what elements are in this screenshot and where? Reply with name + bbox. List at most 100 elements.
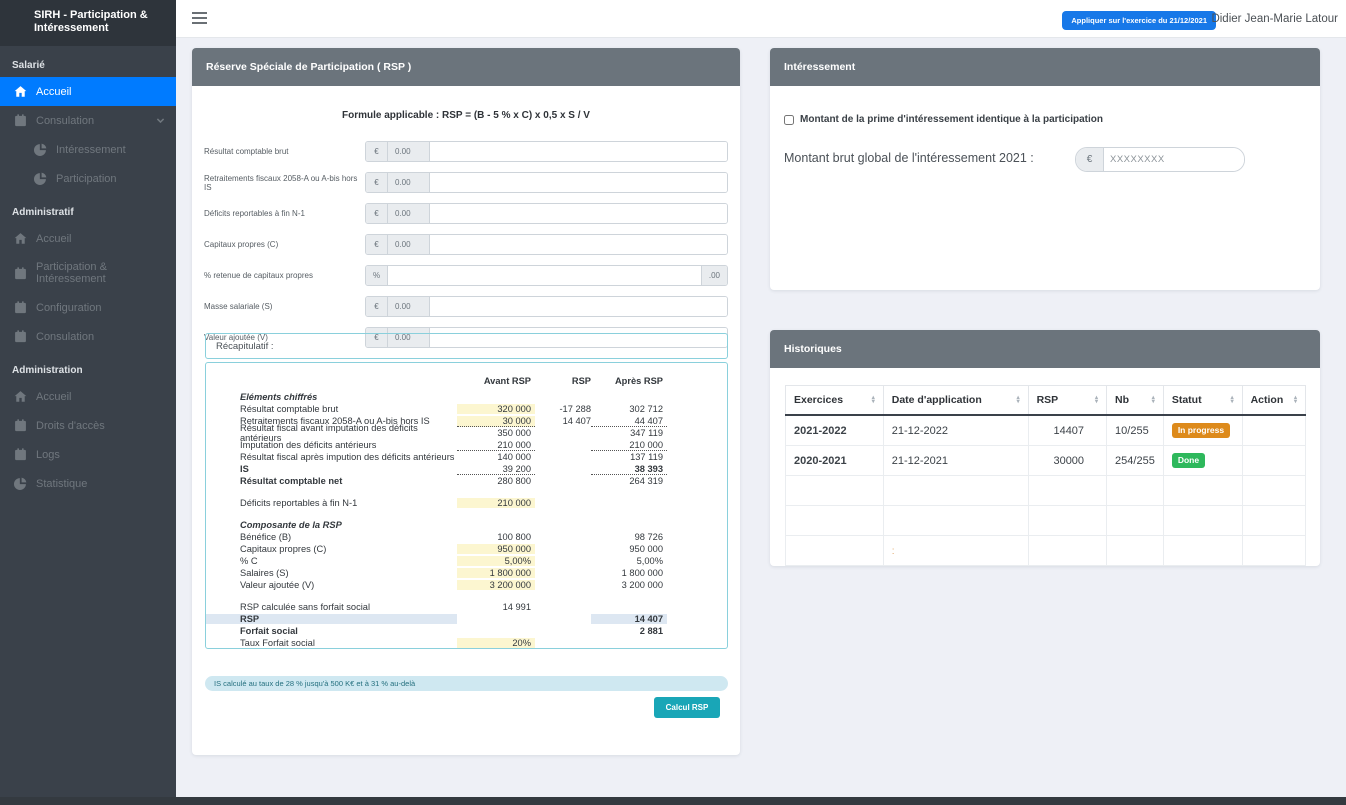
- historiques-col-action[interactable]: Action ▴ ▾: [1241, 385, 1307, 416]
- table-row: 2020-2021 21-12-2021 30000 254/255 Done: [785, 445, 1307, 476]
- cell-nb: [1106, 475, 1164, 506]
- historiques-col-exercices[interactable]: Exercices ▴ ▾: [785, 385, 884, 416]
- user-name[interactable]: Didier Jean-Marie Latour: [1211, 13, 1338, 25]
- sidebar-item-configuration[interactable]: Configuration: [0, 293, 176, 322]
- sort-icon[interactable]: ▴ ▾: [1095, 395, 1099, 405]
- sidebar-item-droits-d-acces[interactable]: Droits d'accès: [0, 411, 176, 440]
- recap-apres-value: 5,00%: [636, 556, 663, 566]
- sidebar-item-label: Intéressement: [56, 143, 126, 156]
- recap-avant-value: 350 000: [497, 428, 531, 438]
- apply-exercice-button[interactable]: Appliquer sur l'exercice du 21/12/2021: [1062, 11, 1216, 30]
- recap-avant-value: 210 000: [457, 498, 535, 508]
- field-input-resultat-comptable-brut[interactable]: [430, 142, 727, 161]
- sidebar-item-accueil[interactable]: Accueil: [0, 77, 176, 106]
- calcul-rsp-button[interactable]: Calcul RSP: [654, 697, 720, 718]
- sidebar-item-label: Accueil: [36, 232, 72, 245]
- table-row: 2021-2022 21-12-2022 14407 10/255 In progres…: [785, 414, 1307, 446]
- recap-avant-value: 100 800: [497, 532, 531, 542]
- recap-row-label: Capitaux propres (C): [240, 544, 327, 554]
- column-label: Nb: [1115, 394, 1130, 406]
- recap-row-label: Taux Forfait social: [240, 638, 315, 648]
- sort-icon[interactable]: ▴ ▾: [1151, 395, 1155, 405]
- field-value: 0.00: [388, 204, 430, 223]
- recap-apres-value: 950 000: [629, 544, 663, 554]
- euro-addon: €: [366, 142, 388, 161]
- sidebar-item-participation[interactable]: Participation: [0, 164, 176, 193]
- column-label: Date d'application: [891, 394, 982, 406]
- sidebar-item-consulation[interactable]: Consulation: [0, 322, 176, 351]
- recap-row-label: Retraitements fiscaux 2058-A ou A-bis ho…: [240, 416, 430, 426]
- calendar-icon: [14, 448, 27, 461]
- field-value: 0.00: [388, 142, 430, 161]
- recap-avant-value: 20%: [457, 638, 535, 648]
- cell-date: 21-12-2022: [882, 414, 1029, 446]
- footer-bar: [0, 797, 1346, 805]
- sidebar: SIRH - Participation & Intéressement Sal…: [0, 0, 176, 805]
- recap-apres-value: 3 200 000: [621, 580, 663, 590]
- sidebar-item-label: Accueil: [36, 85, 72, 98]
- recap-row-label: Imputation des déficits antérieurs: [240, 440, 377, 450]
- sort-icon[interactable]: ▴ ▾: [1293, 395, 1297, 405]
- field-value: 0.00: [388, 173, 430, 192]
- sort-icon[interactable]: ▴ ▾: [871, 395, 875, 405]
- sidebar-item-interessement[interactable]: Intéressement: [0, 135, 176, 164]
- calendar-icon: [14, 266, 27, 280]
- prime-identique-checkbox[interactable]: [784, 114, 794, 125]
- field-input-valeur-ajoutee-v[interactable]: [430, 328, 727, 347]
- historiques-col-nb[interactable]: Nb ▴ ▾: [1106, 385, 1164, 416]
- euro-addon: €: [366, 235, 388, 254]
- percent-addon: %: [366, 266, 389, 285]
- montant-brut-input[interactable]: [1104, 148, 1244, 171]
- recap-row-label: Résultat fiscal après impution des défic…: [240, 452, 455, 462]
- rsp-formula: Formule applicable : RSP = (B - 5 % x C)…: [342, 110, 590, 121]
- cell-exercice: [785, 535, 884, 566]
- historiques-col-rsp[interactable]: RSP ▴ ▾: [1027, 385, 1108, 416]
- home-icon: [14, 232, 27, 245]
- field-input-deficits-reportables-a-fin-n-1[interactable]: [430, 204, 727, 223]
- cell-rsp: [1027, 505, 1108, 536]
- field-label: Résultat comptable brut: [204, 147, 289, 156]
- field-input-capitaux-propres-c[interactable]: [430, 235, 727, 254]
- recap-rsp-value: -17 288: [559, 404, 591, 414]
- rsp-panel-title: Réserve Spéciale de Participation ( RSP …: [192, 48, 740, 86]
- pie-chart-icon: [34, 172, 47, 185]
- recap-apres-value: 38 393: [591, 464, 667, 475]
- sort-icon[interactable]: ▴ ▾: [1016, 395, 1020, 405]
- cell-action: [1241, 505, 1307, 536]
- cell-statut: In progress: [1162, 414, 1243, 446]
- table-row: [785, 475, 1307, 506]
- recap-avant-value: 280 800: [497, 476, 531, 486]
- sidebar-item-statistique[interactable]: Statistique: [0, 469, 176, 498]
- cell-statut: Done: [1162, 445, 1243, 476]
- sidebar-item-accueil[interactable]: Accueil: [0, 224, 176, 253]
- sidebar-item-label: Accueil: [36, 390, 72, 403]
- cell-nb: 254/255: [1106, 445, 1164, 476]
- hamburger-menu-icon[interactable]: [192, 12, 207, 27]
- recap-row-label: Résultat comptable brut: [240, 404, 339, 414]
- cell-statut: [1162, 535, 1243, 566]
- cell-nb: [1106, 535, 1164, 566]
- sidebar-item-label: Statistique: [36, 477, 88, 490]
- euro-addon: €: [366, 204, 388, 223]
- recap-row-label: % C: [240, 556, 258, 566]
- sort-icon[interactable]: ▴ ▾: [1230, 395, 1234, 405]
- recap-apres-value: 14 407: [591, 614, 667, 624]
- sidebar-section-administratif: Administratif: [12, 207, 74, 218]
- cell-rsp: 30000: [1027, 445, 1108, 476]
- historiques-col-date-d-application[interactable]: Date d'application ▴ ▾: [882, 385, 1029, 416]
- table-row: [785, 505, 1307, 536]
- home-icon: [14, 390, 27, 403]
- historiques-col-statut[interactable]: Statut ▴ ▾: [1162, 385, 1243, 416]
- cell-rsp: 14407: [1027, 414, 1108, 446]
- historiques-panel-title: Historiques: [770, 330, 1320, 368]
- sidebar-item-accueil[interactable]: Accueil: [0, 382, 176, 411]
- sidebar-item-consulation[interactable]: Consulation: [0, 106, 176, 135]
- sidebar-item-label: Droits d'accès: [36, 419, 105, 432]
- sidebar-item-participation-interessement[interactable]: Participation & Intéressement: [0, 253, 176, 293]
- sidebar-item-label: Consulation: [36, 330, 95, 343]
- field-input-retenue-de-capitaux-propres[interactable]: [388, 266, 701, 285]
- recap-row-resultat-comptable-brut: Résultat comptable brut 320 000 -17 288 302…: [206, 403, 727, 415]
- field-input-masse-salariale-s[interactable]: [430, 297, 727, 316]
- field-input-retraitements-fiscaux-2058-a-ou-a-bis-hors-is[interactable]: [430, 173, 727, 192]
- sidebar-item-logs[interactable]: Logs: [0, 440, 176, 469]
